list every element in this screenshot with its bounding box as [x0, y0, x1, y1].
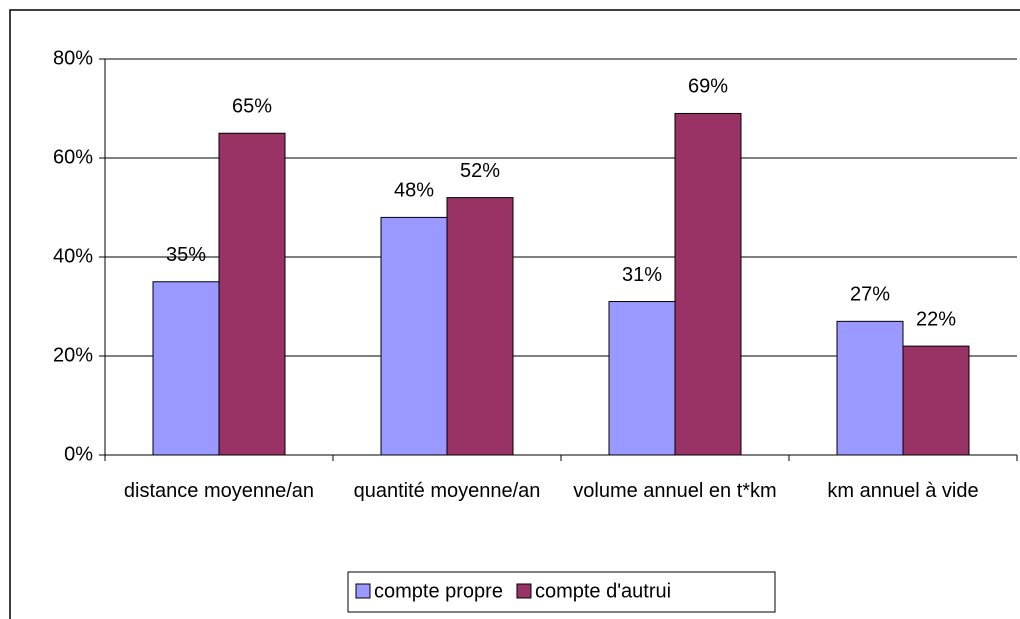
data-label: 65% [232, 96, 272, 118]
chart-frame [9, 9, 1020, 619]
x-tick-label: distance moyenne/an [123, 480, 315, 502]
data-label: 31% [622, 264, 662, 286]
bar [674, 112, 742, 456]
data-label: 52% [460, 160, 500, 182]
y-tick-label: 0% [64, 443, 93, 465]
bar [608, 301, 676, 456]
x-tick-label: volume annuel en t*km [573, 480, 777, 502]
legend-label: compte d'autrui [535, 580, 671, 602]
bar [836, 320, 904, 456]
data-label: 69% [688, 76, 728, 98]
y-tick-label: 20% [53, 344, 93, 366]
bar [218, 132, 286, 456]
legend-label: compte propre [374, 580, 503, 602]
bar [446, 197, 514, 456]
legend-swatch [355, 583, 371, 599]
data-label: 27% [850, 284, 890, 306]
x-tick-label: quantité moyenne/an [353, 480, 541, 502]
x-tick-label: km annuel à vide [827, 480, 979, 502]
y-tick-label: 80% [53, 47, 93, 69]
y-tick-label: 40% [53, 245, 93, 267]
legend-box [347, 571, 776, 613]
legend-swatch [516, 583, 532, 599]
data-label: 35% [166, 244, 206, 266]
bar [380, 216, 448, 456]
data-label: 22% [916, 308, 956, 330]
bar [152, 281, 220, 456]
bar [902, 345, 970, 456]
data-label: 48% [394, 180, 434, 202]
y-tick-label: 60% [53, 146, 93, 168]
